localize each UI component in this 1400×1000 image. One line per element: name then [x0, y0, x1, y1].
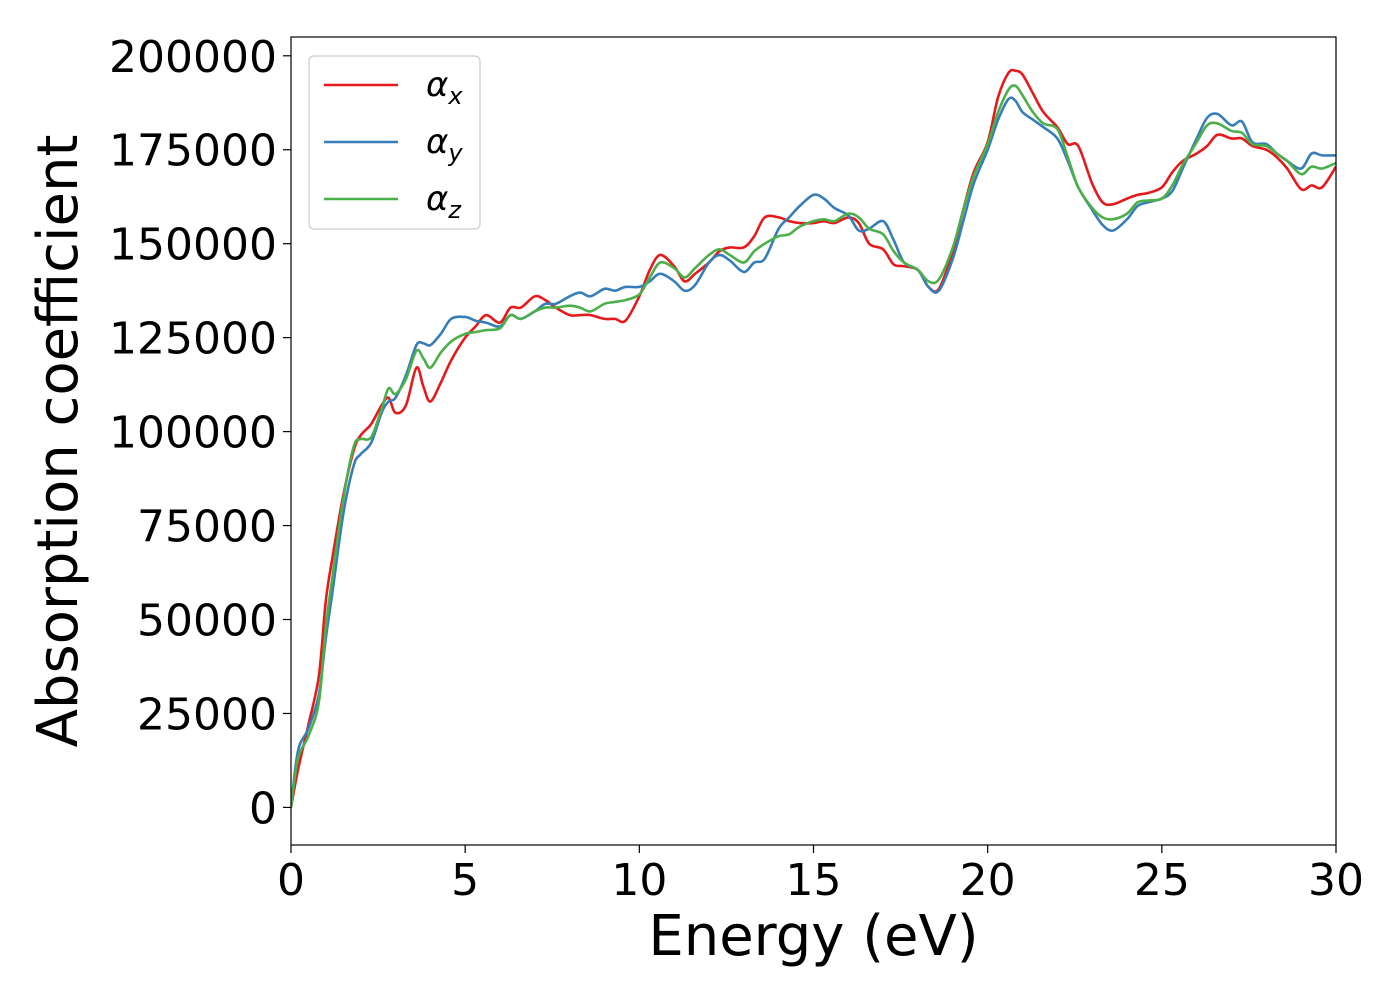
y-tick-label: 0	[249, 783, 277, 834]
x-tick-label: 15	[786, 855, 842, 906]
series-line-y	[291, 96, 1336, 808]
legend-label-x: αx	[426, 65, 463, 110]
y-tick-label: 25000	[137, 689, 277, 740]
y-tick-label: 200000	[109, 32, 277, 83]
x-axis-label: Energy (eV)	[648, 904, 978, 969]
legend: αx αy αz	[308, 55, 481, 230]
x-tick-label: 30	[1308, 855, 1364, 906]
y-tick-label: 50000	[137, 596, 277, 647]
y-axis: 0 25000 50000 75000 100000 125000 150000 175000…	[109, 32, 291, 834]
series-line-x	[291, 68, 1336, 808]
x-tick-label: 0	[277, 855, 305, 906]
x-tick-label: 20	[960, 855, 1016, 906]
y-tick-label: 175000	[109, 126, 277, 177]
y-axis-label: Absorption coefficient	[26, 135, 91, 748]
series-line-z	[291, 84, 1336, 808]
plot-lines	[291, 68, 1336, 808]
x-axis: 0 5 10 15 20 25 30	[277, 845, 1364, 906]
x-tick-label: 25	[1134, 855, 1190, 906]
y-tick-label: 75000	[137, 502, 277, 553]
y-tick-label: 150000	[109, 220, 277, 271]
y-tick-label: 125000	[109, 314, 277, 365]
y-tick-label: 100000	[109, 408, 277, 459]
legend-label-y: αy	[426, 122, 463, 167]
x-tick-label: 5	[451, 855, 479, 906]
legend-label-z: αz	[426, 179, 462, 224]
x-tick-label: 10	[611, 855, 667, 906]
